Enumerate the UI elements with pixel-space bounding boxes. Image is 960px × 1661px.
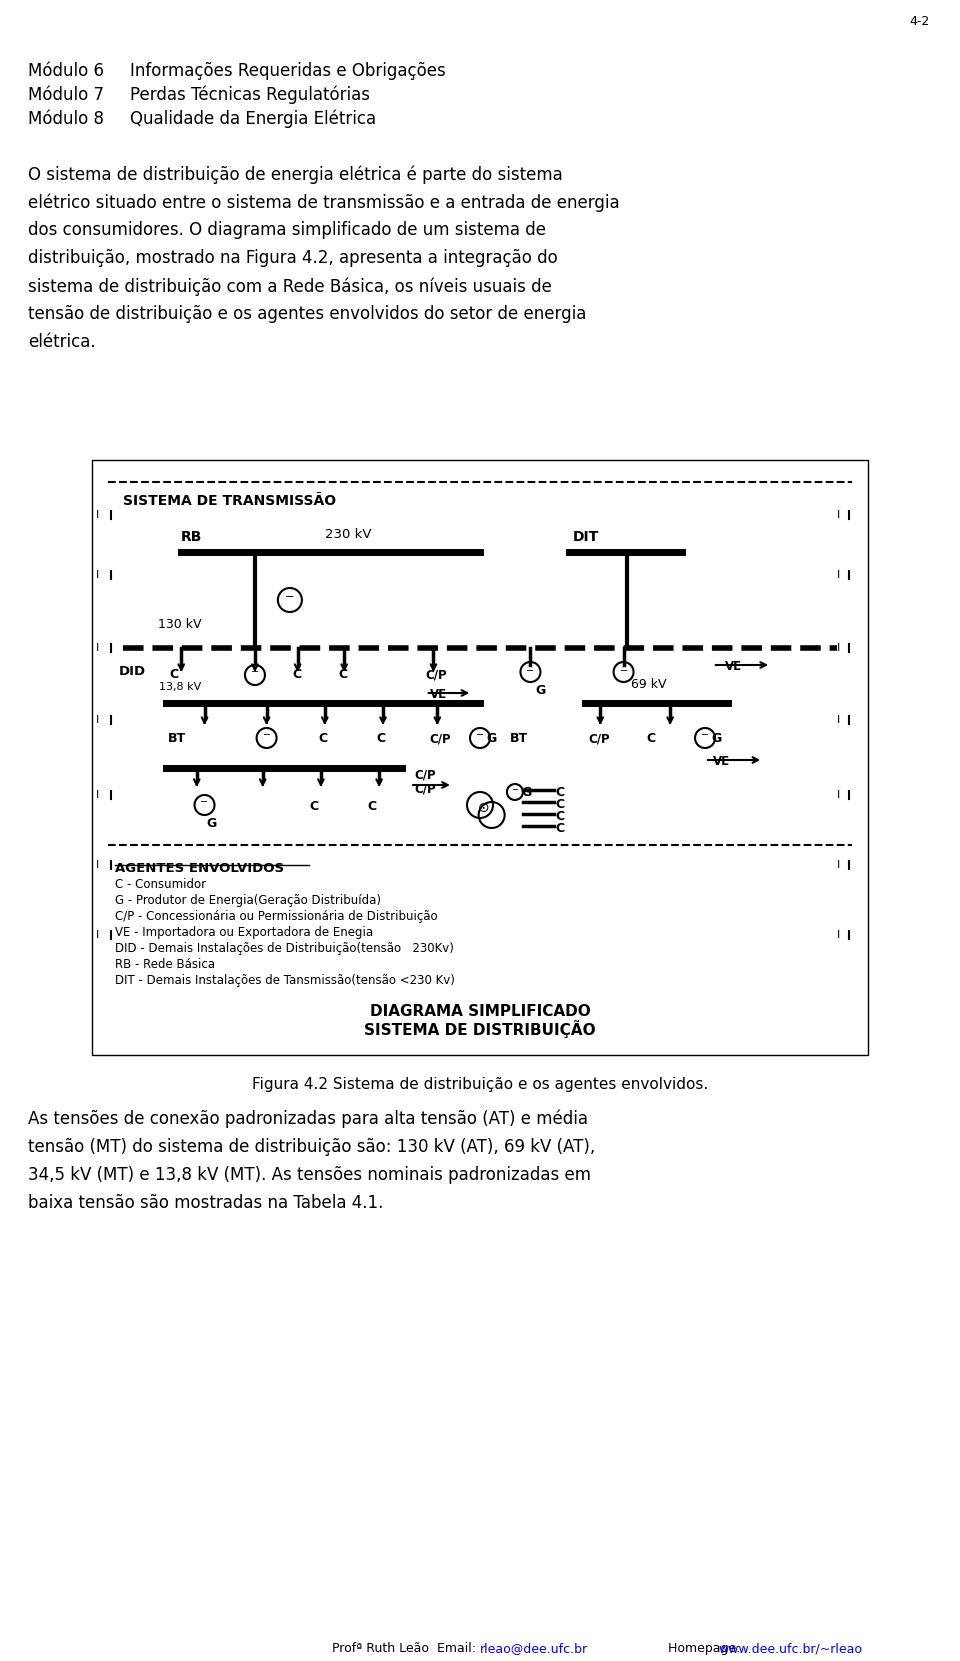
Text: Módulo 7: Módulo 7: [28, 86, 104, 105]
Text: C/P - Concessionária ou Permissionária de Distribuição: C/P - Concessionária ou Permissionária d…: [115, 910, 438, 924]
Text: O sistema de distribuição de energia elétrica é parte do sistema: O sistema de distribuição de energia elé…: [28, 164, 563, 183]
Text: BT: BT: [168, 733, 186, 746]
Text: C: C: [376, 733, 386, 746]
Text: SISTEMA DE DISTRIBUIÇÃO: SISTEMA DE DISTRIBUIÇÃO: [364, 1020, 596, 1038]
Text: elétrico situado entre o sistema de transmissão e a entrada de energia: elétrico situado entre o sistema de tran…: [28, 193, 619, 211]
Text: VE: VE: [712, 756, 730, 767]
Text: C/P: C/P: [588, 733, 611, 746]
Text: 34,5 kV (MT) e 13,8 kV (MT). As tensões nominais padronizadas em: 34,5 kV (MT) e 13,8 kV (MT). As tensões …: [28, 1166, 591, 1184]
Text: I: I: [96, 570, 99, 580]
Text: C: C: [555, 822, 564, 835]
Text: RB - Rede Básica: RB - Rede Básica: [115, 958, 215, 972]
Text: DIAGRAMA SIMPLIFICADO: DIAGRAMA SIMPLIFICADO: [370, 1003, 590, 1018]
Text: C: C: [319, 733, 327, 746]
Text: sistema de distribuição com a Rede Básica, os níveis usuais de: sistema de distribuição com a Rede Básic…: [28, 277, 552, 296]
Text: 4-2: 4-2: [910, 15, 930, 28]
Text: AGENTES ENVOLVIDOS: AGENTES ENVOLVIDOS: [115, 862, 284, 875]
Text: −: −: [476, 729, 484, 741]
Text: Homepage:: Homepage:: [660, 1643, 745, 1654]
Text: G: G: [486, 733, 496, 746]
Text: C: C: [647, 733, 656, 746]
Text: I: I: [96, 714, 99, 724]
Text: −: −: [285, 591, 295, 601]
Text: distribuição, mostrado na Figura 4.2, apresenta a integração do: distribuição, mostrado na Figura 4.2, ap…: [28, 249, 558, 267]
Text: DID: DID: [119, 664, 146, 678]
Text: 230 kV: 230 kV: [324, 528, 372, 541]
Text: C: C: [309, 801, 319, 812]
Text: C: C: [170, 668, 179, 681]
Text: Perdas Técnicas Regulatórias: Perdas Técnicas Regulatórias: [130, 86, 370, 105]
Text: 69 kV: 69 kV: [632, 678, 667, 691]
Text: Módulo 6: Módulo 6: [28, 61, 104, 80]
Text: C: C: [555, 797, 564, 811]
Text: VE: VE: [725, 659, 741, 673]
Text: −: −: [512, 786, 518, 794]
Text: −: −: [251, 668, 259, 678]
Text: C/P: C/P: [425, 668, 447, 681]
Text: I: I: [837, 791, 840, 801]
Text: I: I: [96, 860, 99, 870]
Text: Módulo 8: Módulo 8: [28, 110, 104, 128]
Text: RB: RB: [181, 530, 203, 545]
Text: I: I: [96, 930, 99, 940]
Text: −: −: [619, 666, 628, 676]
Text: I: I: [96, 643, 99, 653]
Text: I: I: [96, 510, 99, 520]
Text: G - Produtor de Energia(Geração Distribuída): G - Produtor de Energia(Geração Distribu…: [115, 894, 381, 907]
Text: G: G: [711, 733, 722, 746]
Text: 13,8 kV: 13,8 kV: [158, 683, 201, 693]
Text: G: G: [206, 817, 217, 830]
Text: Qualidade da Energia Elétrica: Qualidade da Energia Elétrica: [130, 110, 376, 128]
Text: I: I: [837, 570, 840, 580]
Bar: [92, 460, 868, 1055]
Text: C - Consumidor: C - Consumidor: [115, 879, 206, 890]
Text: tensão de distribuição e os agentes envolvidos do setor de energia: tensão de distribuição e os agentes envo…: [28, 306, 587, 322]
Text: C: C: [555, 811, 564, 822]
Text: C/P: C/P: [414, 782, 436, 796]
Text: C/P: C/P: [429, 733, 451, 746]
Text: SISTEMA DE TRANSMISSÃO: SISTEMA DE TRANSMISSÃO: [123, 493, 336, 508]
Text: Profª Ruth Leão  Email:: Profª Ruth Leão Email:: [332, 1643, 480, 1654]
Text: As tensões de conexão padronizadas para alta tensão (AT) e média: As tensões de conexão padronizadas para …: [28, 1110, 588, 1128]
Text: I: I: [837, 860, 840, 870]
Text: DIT - Demais Instalações de Tansmissão(tensão <230 Kv): DIT - Demais Instalações de Tansmissão(t…: [115, 973, 455, 987]
Text: Informações Requeridas e Obrigações: Informações Requeridas e Obrigações: [130, 61, 445, 80]
Text: I: I: [837, 930, 840, 940]
Text: 130 kV: 130 kV: [158, 618, 202, 631]
Text: C: C: [368, 801, 376, 812]
Text: I: I: [837, 714, 840, 724]
Text: C: C: [339, 668, 348, 681]
Text: rleao@dee.ufc.br: rleao@dee.ufc.br: [480, 1643, 588, 1654]
Text: C: C: [555, 786, 564, 799]
Text: I: I: [837, 643, 840, 653]
Text: VE: VE: [429, 688, 446, 701]
Text: −: −: [701, 729, 709, 741]
Text: G: G: [536, 684, 546, 698]
Text: BT: BT: [510, 733, 528, 746]
Text: ⊙: ⊙: [478, 801, 490, 816]
Text: G: G: [521, 786, 532, 799]
Text: C/P: C/P: [414, 767, 436, 781]
Text: −: −: [201, 797, 208, 807]
Text: −: −: [262, 729, 271, 741]
Text: C: C: [292, 668, 301, 681]
Text: DIT: DIT: [573, 530, 599, 545]
Text: −: −: [526, 666, 535, 676]
Text: Figura 4.2 Sistema de distribuição e os agentes envolvidos.: Figura 4.2 Sistema de distribuição e os …: [252, 1076, 708, 1091]
Text: I: I: [96, 791, 99, 801]
Text: www.dee.ufc.br/~rleao: www.dee.ufc.br/~rleao: [718, 1643, 862, 1654]
Text: elétrica.: elétrica.: [28, 332, 96, 350]
Text: VE - Importadora ou Exportadora de Enegia: VE - Importadora ou Exportadora de Enegi…: [115, 925, 373, 938]
Text: I: I: [837, 510, 840, 520]
Text: baixa tensão são mostradas na Tabela 4.1.: baixa tensão são mostradas na Tabela 4.1…: [28, 1194, 383, 1213]
Text: tensão (MT) do sistema de distribuição são: 130 kV (AT), 69 kV (AT),: tensão (MT) do sistema de distribuição s…: [28, 1138, 595, 1156]
Text: dos consumidores. O diagrama simplificado de um sistema de: dos consumidores. O diagrama simplificad…: [28, 221, 546, 239]
Text: DID - Demais Instalações de Distribuição(tensão   230Kv): DID - Demais Instalações de Distribuição…: [115, 942, 454, 955]
